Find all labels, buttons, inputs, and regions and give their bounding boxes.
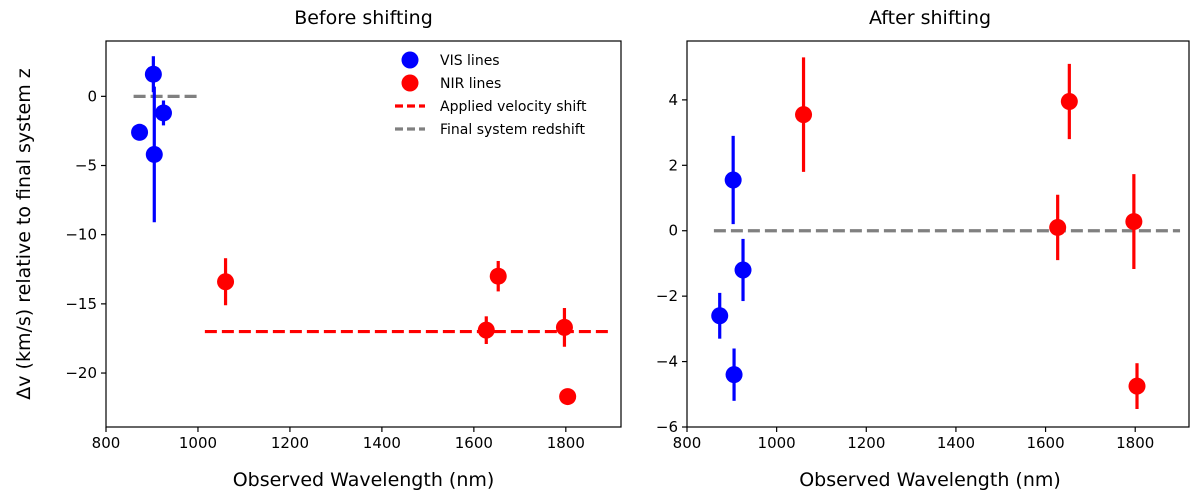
panel-after-shifting: After shifting Observed Wavelength (nm) … — [656, 7, 1190, 491]
y-tick-label: 0 — [668, 222, 678, 240]
legend-marker — [401, 51, 419, 69]
data-point — [1049, 218, 1067, 236]
data-point — [724, 171, 742, 189]
panel-title: Before shifting — [294, 7, 433, 29]
data-point — [217, 273, 235, 291]
y-axis-label: Δv (km/s) relative to final system z — [13, 68, 35, 399]
y-tick-label: −2 — [656, 287, 678, 305]
x-tick-label: 1600 — [1026, 434, 1064, 452]
data-point — [145, 145, 163, 163]
data-point — [1060, 93, 1078, 111]
x-tick-label: 1200 — [847, 434, 885, 452]
data-point — [477, 321, 495, 339]
panel-title: After shifting — [869, 7, 991, 29]
y-tick-label: −5 — [75, 157, 97, 175]
y-tick-label: −10 — [65, 226, 97, 244]
data-point — [725, 366, 743, 384]
y-tick-label: 0 — [87, 87, 97, 105]
x-tick-label: 800 — [92, 434, 121, 452]
y-tick-label: −4 — [656, 353, 678, 371]
y-tick-label: −15 — [65, 295, 97, 313]
x-tick-label: 1800 — [1116, 434, 1154, 452]
x-tick-label: 1400 — [363, 434, 401, 452]
legend-label: VIS lines — [440, 53, 500, 69]
x-tick-label: 1800 — [547, 434, 585, 452]
legend-label: Final system redshift — [440, 122, 585, 138]
x-tick-label: 1400 — [937, 434, 975, 452]
panel-before-shifting: Before shifting Observed Wavelength (nm)… — [13, 7, 622, 491]
plot-frame — [105, 40, 622, 428]
x-axis-label: Observed Wavelength (nm) — [799, 469, 1061, 491]
data-point — [734, 261, 752, 279]
plot-frame — [686, 40, 1190, 428]
data-point — [144, 65, 162, 83]
x-tick-label: 1600 — [455, 434, 493, 452]
data-point — [711, 307, 729, 325]
x-tick-label: 1000 — [758, 434, 796, 452]
y-tick-label: −6 — [656, 418, 678, 436]
y-tick-label: −20 — [65, 364, 97, 382]
legend-label: Applied velocity shift — [440, 99, 587, 115]
x-axis-label: Observed Wavelength (nm) — [233, 469, 495, 491]
x-tick-label: 1200 — [271, 434, 309, 452]
data-point — [559, 388, 577, 406]
y-tick-label: 2 — [668, 156, 678, 174]
x-tick-label: 1000 — [179, 434, 217, 452]
data-point — [1125, 213, 1143, 231]
legend-marker — [401, 74, 419, 92]
data-point — [555, 318, 573, 336]
legend-label: NIR lines — [440, 76, 501, 92]
x-tick-label: 800 — [673, 434, 702, 452]
data-point — [154, 104, 172, 122]
data-point — [1128, 377, 1146, 395]
y-tick-label: 4 — [668, 91, 678, 109]
data-point — [489, 267, 507, 285]
data-point — [795, 106, 813, 124]
data-point — [131, 123, 149, 141]
